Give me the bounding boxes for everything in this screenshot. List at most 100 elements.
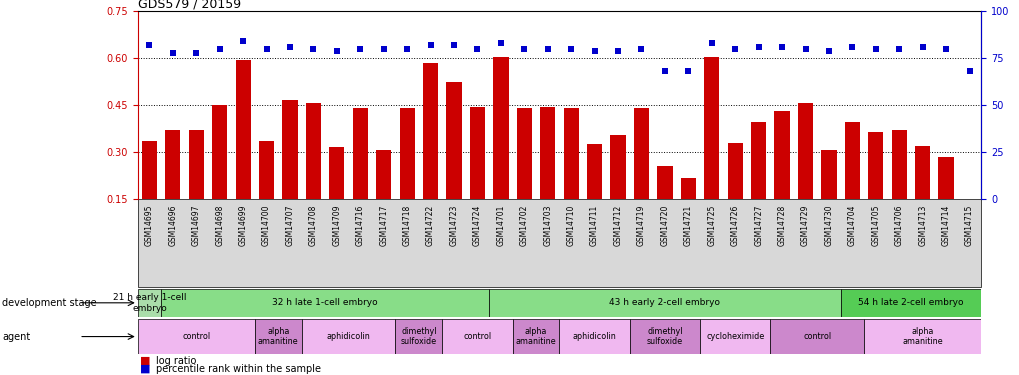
Bar	[703, 57, 718, 199]
Bar	[867, 132, 882, 199]
Text: cycloheximide: cycloheximide	[705, 332, 763, 341]
Bar	[750, 122, 765, 199]
Text: log ratio: log ratio	[156, 356, 197, 366]
Point	[328, 48, 344, 54]
Text: control: control	[802, 332, 830, 341]
Point	[797, 46, 813, 52]
Text: ■: ■	[140, 356, 154, 366]
Point	[539, 46, 555, 52]
Text: alpha
amanitine: alpha amanitine	[516, 327, 555, 346]
Bar	[699, 319, 769, 354]
Text: 43 h early 2-cell embryo: 43 h early 2-cell embryo	[608, 298, 719, 307]
Text: percentile rank within the sample: percentile rank within the sample	[156, 364, 321, 374]
Bar	[259, 141, 274, 199]
Point	[398, 46, 415, 52]
Bar	[189, 130, 204, 199]
Bar	[629, 319, 699, 354]
Bar	[844, 122, 859, 199]
Point	[445, 42, 462, 48]
Point	[867, 46, 883, 52]
Point	[891, 46, 907, 52]
Bar	[399, 108, 415, 199]
Bar	[165, 130, 180, 199]
Point	[422, 42, 438, 48]
Text: 54 h late 2-cell embryo: 54 h late 2-cell embryo	[857, 298, 963, 307]
Point	[844, 44, 860, 50]
Bar	[609, 135, 625, 199]
Point	[961, 68, 977, 74]
Point	[187, 50, 204, 55]
Bar	[470, 106, 485, 199]
Point	[914, 44, 930, 50]
Point	[820, 48, 837, 54]
Point	[234, 38, 251, 44]
Text: 32 h late 1-cell embryo: 32 h late 1-cell embryo	[272, 298, 378, 307]
Bar	[306, 104, 321, 199]
Bar	[769, 319, 863, 354]
Point	[281, 44, 298, 50]
Point	[750, 44, 766, 50]
Point	[352, 46, 368, 52]
Point	[703, 40, 719, 46]
Bar	[235, 60, 251, 199]
Bar	[559, 319, 629, 354]
Point	[633, 46, 649, 52]
Point	[211, 46, 227, 52]
Bar	[446, 82, 462, 199]
Point	[492, 40, 508, 46]
Bar	[138, 319, 255, 354]
Point	[375, 46, 391, 52]
Point	[562, 46, 579, 52]
Text: dimethyl
sulfoxide: dimethyl sulfoxide	[400, 327, 436, 346]
Bar	[395, 319, 442, 354]
Bar	[633, 108, 648, 199]
Bar	[891, 130, 906, 199]
Text: 21 h early 1-cell
embryo: 21 h early 1-cell embryo	[112, 293, 186, 312]
Bar	[937, 157, 953, 199]
Text: control: control	[463, 332, 491, 341]
Bar	[656, 166, 672, 199]
Text: agent: agent	[2, 332, 31, 342]
Bar	[863, 319, 980, 354]
Bar	[442, 319, 513, 354]
Point	[656, 68, 673, 74]
Text: GDS579 / 20159: GDS579 / 20159	[138, 0, 240, 10]
Bar	[212, 105, 227, 199]
Bar	[513, 319, 558, 354]
Bar	[914, 146, 929, 199]
Text: aphidicolin: aphidicolin	[573, 332, 615, 341]
Bar	[255, 319, 302, 354]
Point	[727, 46, 743, 52]
Bar	[797, 104, 812, 199]
Point	[586, 48, 602, 54]
Text: aphidicolin: aphidicolin	[326, 332, 370, 341]
Point	[141, 42, 157, 48]
Point	[258, 46, 274, 52]
Point	[305, 46, 321, 52]
Bar	[329, 147, 344, 199]
Point	[609, 48, 626, 54]
Bar	[161, 289, 489, 317]
Bar	[493, 57, 508, 199]
Point	[773, 44, 790, 50]
Point	[164, 50, 180, 55]
Text: alpha
amanitine: alpha amanitine	[258, 327, 299, 346]
Text: alpha
amanitine: alpha amanitine	[902, 327, 942, 346]
Text: dimethyl
sulfoxide: dimethyl sulfoxide	[646, 327, 683, 346]
Point	[469, 46, 485, 52]
Bar	[564, 108, 578, 199]
Text: development stage: development stage	[2, 298, 97, 308]
Bar	[773, 111, 789, 199]
Bar	[727, 142, 742, 199]
Bar	[820, 150, 836, 199]
Point	[680, 68, 696, 74]
Bar	[680, 178, 695, 199]
Bar	[302, 319, 395, 354]
Bar	[540, 106, 554, 199]
Bar	[353, 108, 368, 199]
Bar	[586, 144, 601, 199]
Bar	[961, 199, 976, 203]
Bar	[376, 150, 391, 199]
Text: control: control	[182, 332, 210, 341]
Bar	[142, 141, 157, 199]
